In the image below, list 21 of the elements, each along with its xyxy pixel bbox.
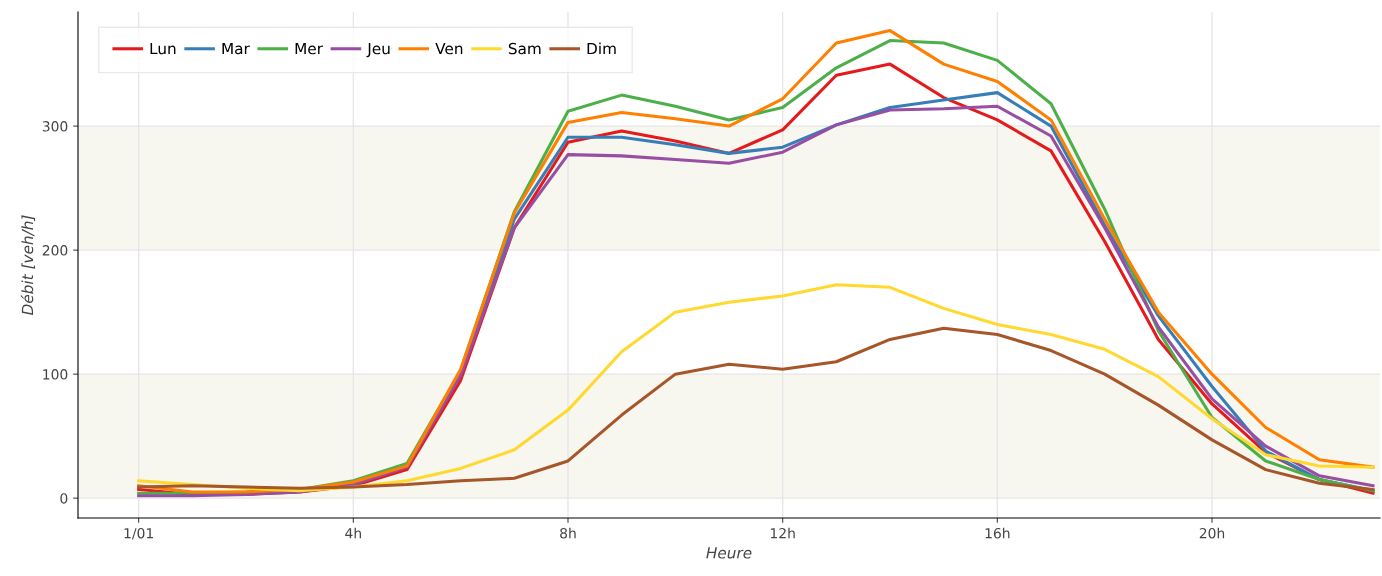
y-tick-label: 100 xyxy=(43,369,68,380)
legend-label: Ven xyxy=(435,42,463,55)
x-tick-label: 12h xyxy=(770,527,795,539)
line-series xyxy=(137,326,1375,492)
legend-label: Mer xyxy=(295,42,323,55)
x-tick-label: 8h xyxy=(560,527,576,539)
x-axis-title: Heure xyxy=(706,547,752,559)
y-axis-title: Débit [veh/h] xyxy=(20,215,36,315)
legend-label: Dim xyxy=(587,42,616,55)
legend-label: Sam xyxy=(508,42,541,55)
line-series xyxy=(137,283,1375,493)
y-tick-label: 0 xyxy=(60,493,68,504)
x-tick-label: 4h xyxy=(345,527,361,539)
x-tick-label: 1/01 xyxy=(124,527,153,540)
legend-label: Mar xyxy=(222,42,250,55)
x-tick-label: 16h xyxy=(985,527,1010,539)
legend-label: Lun xyxy=(150,42,176,55)
x-tick-label: 20h xyxy=(1199,527,1225,539)
y-tick-label: 200 xyxy=(42,245,68,256)
y-tick-label: 300 xyxy=(42,121,68,132)
legend-label: Jeu xyxy=(366,42,390,58)
